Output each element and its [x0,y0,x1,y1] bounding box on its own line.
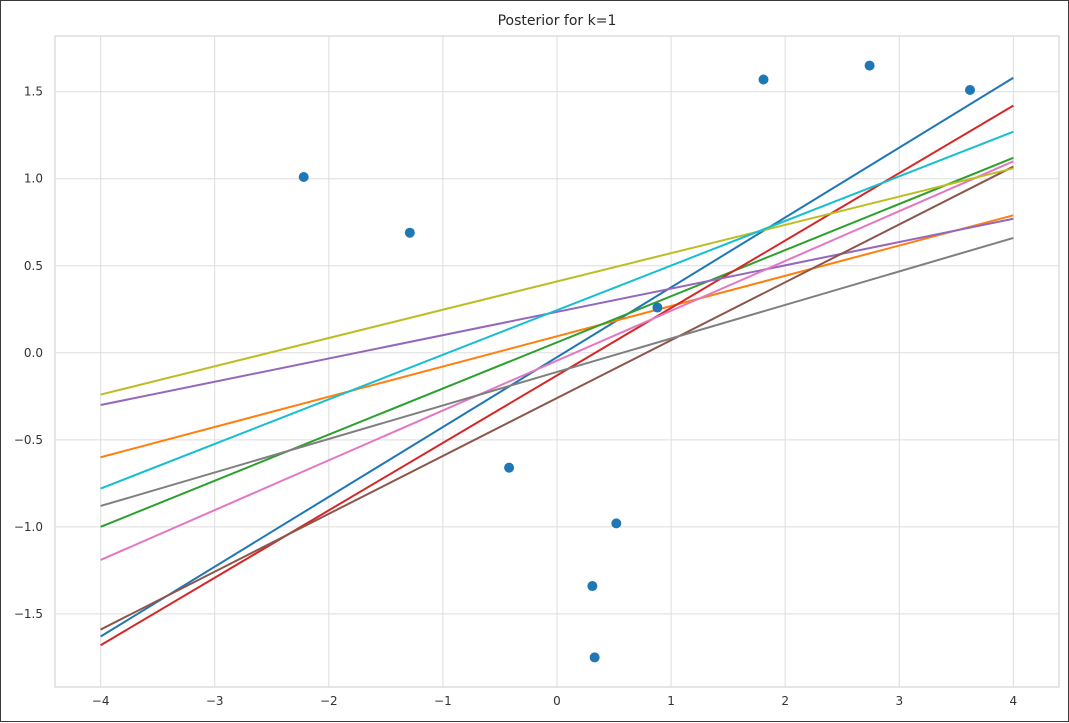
posterior-line-6 [100,165,1014,631]
data-point [587,581,598,592]
x-tick-label: 2 [781,694,789,708]
data-point [504,462,515,473]
y-tick-label: 1.0 [24,172,43,186]
data-points [298,60,976,663]
y-tick-label: 0.5 [24,259,43,273]
posterior-line-2 [100,214,1014,459]
posterior-line-10 [100,130,1014,490]
posterior-line-8 [100,236,1014,507]
data-point [404,227,415,238]
y-tick-label: 0.0 [24,346,43,360]
x-tick-label: 4 [1010,694,1018,708]
x-tick-label: −4 [92,694,110,708]
x-tick-label: 3 [895,694,903,708]
x-tick-label: 0 [553,694,561,708]
data-point [611,518,622,529]
posterior-line-7 [100,160,1014,561]
grid-lines [55,36,1059,687]
data-point [965,84,976,95]
posterior-line-1 [100,76,1014,638]
x-tick-label: −2 [320,694,338,708]
posterior-line-9 [100,167,1014,396]
y-tick-label: −1.0 [14,520,43,534]
data-point [758,74,769,85]
x-tick-labels: −4 −3 −2 −1 0 1 2 3 4 [92,694,1017,708]
x-tick-label: −1 [434,694,452,708]
y-tick-label: −1.5 [14,607,43,621]
posterior-line-4 [100,104,1014,647]
y-tick-label: 1.5 [24,85,43,99]
data-point [298,171,309,182]
data-point [864,60,875,71]
posterior-line-3 [100,156,1014,528]
posterior-lines [100,76,1014,647]
data-point [589,652,600,663]
posterior-line-5 [100,217,1014,406]
x-tick-label: −3 [206,694,224,708]
y-tick-label: −0.5 [14,433,43,447]
y-tick-labels: −1.5 −1.0 −0.5 0.0 0.5 1.0 1.5 [14,85,43,621]
data-point [652,302,663,313]
chart-title: Posterior for k=1 [498,13,617,29]
x-tick-label: 1 [667,694,675,708]
